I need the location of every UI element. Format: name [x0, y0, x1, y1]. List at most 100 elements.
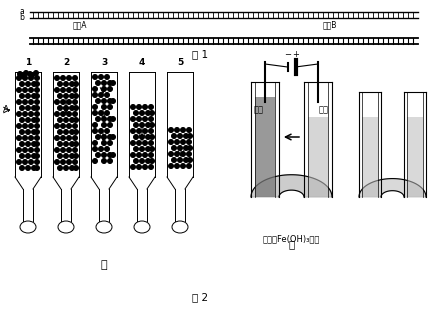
Circle shape: [74, 94, 78, 98]
Circle shape: [131, 153, 135, 157]
Text: A: A: [3, 105, 9, 115]
Circle shape: [25, 82, 30, 86]
Circle shape: [184, 134, 188, 138]
Circle shape: [29, 148, 33, 152]
Circle shape: [29, 160, 33, 164]
Circle shape: [111, 135, 115, 139]
Circle shape: [35, 142, 39, 146]
Circle shape: [23, 100, 27, 104]
Circle shape: [35, 112, 39, 116]
Text: 1: 1: [25, 58, 31, 67]
Circle shape: [35, 106, 39, 110]
Text: 2: 2: [63, 58, 69, 67]
Circle shape: [20, 154, 24, 158]
Circle shape: [17, 124, 21, 128]
Circle shape: [150, 135, 154, 139]
Circle shape: [20, 82, 24, 86]
Circle shape: [61, 100, 65, 104]
Circle shape: [93, 93, 97, 97]
Circle shape: [25, 106, 30, 110]
Text: 5: 5: [177, 58, 183, 67]
Bar: [407, 117, 423, 197]
Circle shape: [25, 94, 30, 98]
Circle shape: [17, 112, 21, 116]
Circle shape: [58, 82, 62, 86]
Text: 乙: 乙: [288, 239, 295, 249]
Circle shape: [93, 123, 97, 127]
Circle shape: [140, 159, 144, 163]
Circle shape: [181, 128, 186, 132]
Circle shape: [102, 117, 106, 121]
Circle shape: [172, 146, 176, 150]
Circle shape: [35, 148, 39, 152]
Circle shape: [175, 128, 179, 132]
Circle shape: [143, 105, 148, 109]
Circle shape: [178, 146, 182, 150]
Text: +: +: [292, 50, 299, 59]
Circle shape: [172, 134, 176, 138]
Circle shape: [73, 76, 77, 80]
Circle shape: [55, 148, 59, 152]
Text: −: −: [284, 50, 291, 59]
Circle shape: [150, 159, 154, 163]
Circle shape: [150, 123, 154, 127]
Circle shape: [146, 111, 150, 115]
Circle shape: [35, 82, 39, 86]
Circle shape: [74, 154, 78, 158]
Circle shape: [99, 129, 103, 133]
Circle shape: [105, 93, 110, 97]
Circle shape: [102, 141, 106, 145]
Circle shape: [172, 158, 176, 162]
Circle shape: [134, 111, 138, 115]
Circle shape: [29, 100, 33, 104]
Circle shape: [29, 136, 33, 140]
Text: b: b: [19, 13, 24, 22]
Circle shape: [32, 94, 36, 98]
Circle shape: [30, 73, 34, 77]
Circle shape: [29, 124, 33, 128]
Circle shape: [131, 105, 135, 109]
Circle shape: [61, 160, 65, 164]
Circle shape: [108, 159, 112, 163]
Circle shape: [169, 152, 173, 156]
Circle shape: [55, 124, 59, 128]
Circle shape: [32, 142, 36, 146]
Circle shape: [23, 124, 27, 128]
Circle shape: [25, 166, 30, 170]
Circle shape: [74, 130, 78, 134]
Circle shape: [181, 164, 186, 168]
Circle shape: [64, 154, 68, 158]
Circle shape: [70, 166, 74, 170]
Circle shape: [67, 112, 72, 116]
Circle shape: [61, 148, 65, 152]
Circle shape: [149, 105, 153, 109]
Circle shape: [178, 158, 182, 162]
Polygon shape: [251, 175, 332, 197]
Circle shape: [20, 94, 24, 98]
Text: 图 1: 图 1: [192, 49, 208, 59]
Circle shape: [32, 106, 36, 110]
Circle shape: [35, 100, 39, 104]
Circle shape: [143, 141, 148, 145]
Circle shape: [55, 100, 59, 104]
Circle shape: [67, 76, 72, 80]
Circle shape: [149, 117, 153, 121]
Circle shape: [146, 135, 150, 139]
Circle shape: [93, 75, 97, 79]
Circle shape: [131, 129, 135, 133]
Circle shape: [108, 87, 112, 91]
Circle shape: [17, 100, 21, 104]
Circle shape: [70, 130, 74, 134]
Circle shape: [134, 123, 138, 127]
Circle shape: [93, 141, 97, 145]
Circle shape: [58, 154, 62, 158]
Circle shape: [29, 76, 33, 80]
Circle shape: [93, 147, 97, 151]
Circle shape: [73, 136, 77, 140]
Circle shape: [137, 153, 141, 157]
Circle shape: [108, 99, 112, 103]
Circle shape: [102, 153, 106, 157]
Circle shape: [17, 136, 21, 140]
Circle shape: [105, 111, 110, 115]
Circle shape: [58, 118, 62, 122]
